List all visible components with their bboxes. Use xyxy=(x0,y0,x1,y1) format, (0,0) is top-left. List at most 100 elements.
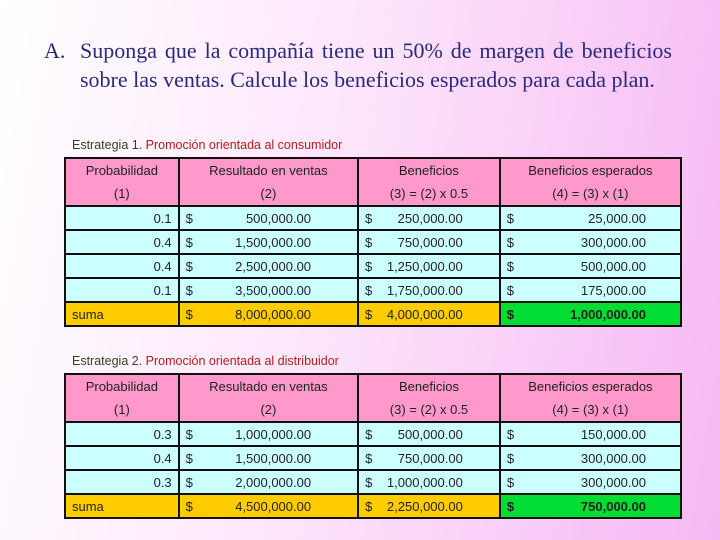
amount: 4,000,000.00 xyxy=(386,306,463,322)
currency-sign: $ xyxy=(506,210,514,226)
currency-sign: $ xyxy=(185,258,193,274)
money-cell: $2,250,000.00 xyxy=(357,493,501,519)
column-formula: (2) xyxy=(177,398,360,423)
amount: 500,000.00 xyxy=(580,258,646,274)
money-cell: $4,000,000.00 xyxy=(357,301,501,327)
caption-text: Promoción orientada al distribuidor xyxy=(142,354,339,368)
probability-cell: 0.4 xyxy=(64,253,180,279)
column-formula: (2) xyxy=(177,182,360,207)
money-cell: $1,000,000.00 xyxy=(357,469,501,495)
currency-sign: $ xyxy=(506,450,515,466)
column-header: Beneficios esperados xyxy=(498,373,683,398)
strategy-table: Probabilidad Resultado en ventas Beneficio… xyxy=(64,157,683,327)
currency-sign: $ xyxy=(365,450,373,466)
sum-row: suma $4,500,000.00 $2,250,000.00 $750,000.0… xyxy=(64,493,683,519)
money-cell: $1,000,000.00 xyxy=(498,301,683,327)
currency-sign: $ xyxy=(365,234,373,250)
money-cell: $750,000.00 xyxy=(357,445,501,471)
money-cell: $750,000.00 xyxy=(498,493,683,519)
money-cell: $500,000.00 xyxy=(177,205,360,231)
column-formula: (4) = (3) x (1) xyxy=(498,182,683,207)
column-header: Resultado en ventas xyxy=(177,373,360,398)
amount: 8,000,000.00 xyxy=(235,306,312,322)
money-cell: $250,000.00 xyxy=(357,205,501,231)
column-header: Beneficios xyxy=(357,373,501,398)
table-row: 0.1 $3,500,000.00 $1,750,000.00 $175,000.00 xyxy=(64,277,683,303)
currency-sign: $ xyxy=(185,306,193,322)
money-cell: $500,000.00 xyxy=(357,421,501,447)
amount: 175,000.00 xyxy=(580,282,646,298)
amount: 750,000.00 xyxy=(397,234,463,250)
currency-sign: $ xyxy=(185,474,193,490)
currency-sign: $ xyxy=(185,234,193,250)
amount: 750,000.00 xyxy=(397,450,463,466)
amount: 2,000,000.00 xyxy=(235,474,312,490)
money-cell: $300,000.00 xyxy=(498,469,683,495)
probability-cell: 0.3 xyxy=(64,421,180,447)
strategy-caption: Estrategia 2. Promoción orientada al dis… xyxy=(72,354,339,368)
column-formula: (3) = (2) x 0.5 xyxy=(357,182,501,207)
table-row: 0.3 $1,000,000.00 $500,000.00 $150,000.00 xyxy=(64,421,683,447)
amount: 500,000.00 xyxy=(245,210,312,226)
sum-row: suma $8,000,000.00 $4,000,000.00 $1,000,000… xyxy=(64,301,683,327)
currency-sign: $ xyxy=(506,258,514,274)
amount: 750,000.00 xyxy=(580,498,646,514)
currency-sign: $ xyxy=(365,210,373,226)
amount: 1,750,000.00 xyxy=(386,282,463,298)
currency-sign: $ xyxy=(506,426,515,442)
amount: 300,000.00 xyxy=(580,474,646,490)
money-cell: $4,500,000.00 xyxy=(177,493,360,519)
column-formula: (3) = (2) x 0.5 xyxy=(357,398,501,423)
money-cell: $25,000.00 xyxy=(498,205,683,231)
currency-sign: $ xyxy=(365,474,373,490)
currency-sign: $ xyxy=(185,426,193,442)
column-header: Probabilidad xyxy=(64,373,180,398)
money-cell: $1,000,000.00 xyxy=(177,421,360,447)
probability-cell: 0.4 xyxy=(64,445,180,471)
column-header: Beneficios esperados xyxy=(498,157,683,182)
money-cell: $750,000.00 xyxy=(357,229,501,255)
amount: 150,000.00 xyxy=(580,426,646,442)
probability-cell: 0.4 xyxy=(64,229,180,255)
caption-prefix: Estrategia 2. xyxy=(72,354,143,368)
money-cell: $1,500,000.00 xyxy=(177,229,360,255)
amount: 500,000.00 xyxy=(397,426,463,442)
caption-text: Promoción orientada al consumidor xyxy=(142,138,343,152)
money-cell: $1,250,000.00 xyxy=(357,253,501,279)
currency-sign: $ xyxy=(506,234,514,250)
money-cell: $300,000.00 xyxy=(498,229,683,255)
column-formula: (1) xyxy=(64,182,180,207)
money-cell: $1,500,000.00 xyxy=(177,445,360,471)
currency-sign: $ xyxy=(365,258,373,274)
amount: 1,000,000.00 xyxy=(570,306,646,322)
subheader-row: (1) (2) (3) = (2) x 0.5 (4) = (3) x (1) xyxy=(64,398,683,423)
amount: 4,500,000.00 xyxy=(235,498,312,514)
amount: 25,000.00 xyxy=(588,210,646,226)
amount: 3,500,000.00 xyxy=(235,282,312,298)
table-row: 0.4 $1,500,000.00 $750,000.00 $300,000.00 xyxy=(64,445,683,471)
sum-label: suma xyxy=(64,493,180,519)
table-row: 0.4 $1,500,000.00 $750,000.00 $300,000.00 xyxy=(64,229,683,255)
money-cell: $300,000.00 xyxy=(498,445,683,471)
money-cell: $1,750,000.00 xyxy=(357,277,501,303)
subheader-row: (1) (2) (3) = (2) x 0.5 (4) = (3) x (1) xyxy=(64,182,683,207)
amount: 250,000.00 xyxy=(397,210,463,226)
amount: 2,250,000.00 xyxy=(386,498,463,514)
currency-sign: $ xyxy=(506,282,514,298)
table-row: 0.3 $2,000,000.00 $1,000,000.00 $300,000.00 xyxy=(64,469,683,495)
amount: 1,500,000.00 xyxy=(235,234,312,250)
money-cell: $3,500,000.00 xyxy=(177,277,360,303)
header-row: Probabilidad Resultado en ventas Beneficio… xyxy=(64,157,683,182)
amount: 1,000,000.00 xyxy=(235,426,312,442)
amount: 300,000.00 xyxy=(580,450,646,466)
currency-sign: $ xyxy=(506,306,514,322)
header-row: Probabilidad Resultado en ventas Beneficio… xyxy=(64,373,683,398)
column-header: Resultado en ventas xyxy=(177,157,360,182)
strategy-table: Probabilidad Resultado en ventas Beneficio… xyxy=(64,373,683,519)
amount: 1,500,000.00 xyxy=(235,450,312,466)
amount: 1,000,000.00 xyxy=(386,474,463,490)
money-cell: $150,000.00 xyxy=(498,421,683,447)
currency-sign: $ xyxy=(185,450,193,466)
currency-sign: $ xyxy=(365,306,373,322)
currency-sign: $ xyxy=(185,210,193,226)
